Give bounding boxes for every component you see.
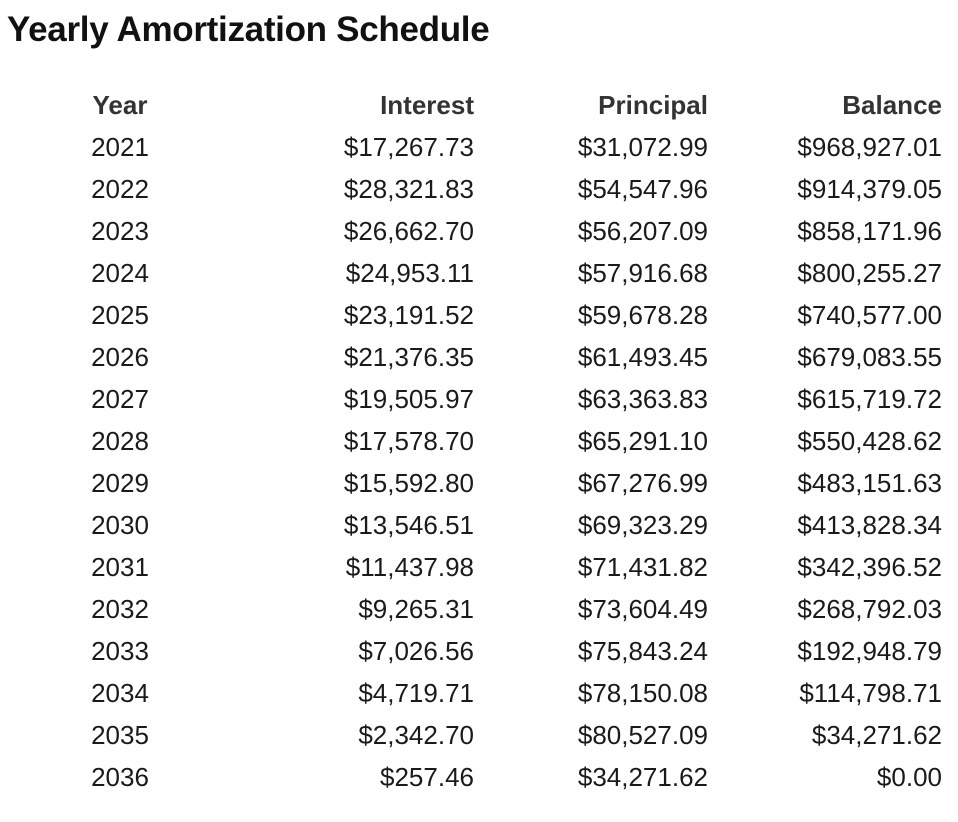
table-row: 2035 $2,342.70 $80,527.09 $34,271.62: [60, 714, 942, 756]
column-header-principal: Principal: [598, 90, 708, 120]
cell-principal: $31,072.99: [577, 132, 708, 162]
cell-interest: $11,437.98: [345, 552, 474, 582]
cell-year: 2025: [91, 300, 149, 330]
cell-principal: $34,271.62: [577, 762, 708, 792]
cell-year: 2033: [91, 636, 149, 666]
table-row: 2028 $17,578.70 $65,291.10 $550,428.62: [60, 420, 942, 462]
cell-interest: $2,342.70: [358, 720, 474, 750]
cell-year: 2023: [91, 216, 149, 246]
table-row: 2026 $21,376.35 $61,493.45 $679,083.55: [60, 336, 942, 378]
table-row: 2036 $257.46 $34,271.62 $0.00: [60, 756, 942, 798]
cell-interest: $28,321.83: [343, 174, 474, 204]
cell-interest: $24,953.11: [345, 258, 474, 288]
cell-interest: $7,026.56: [358, 636, 474, 666]
table-row: 2034 $4,719.71 $78,150.08 $114,798.71: [60, 672, 942, 714]
cell-principal: $69,323.29: [577, 510, 708, 540]
cell-balance: $858,171.96: [797, 216, 942, 246]
cell-interest: $17,578.70: [343, 426, 474, 456]
cell-balance: $192,948.79: [797, 636, 942, 666]
table-row: 2029 $15,592.80 $67,276.99 $483,151.63: [60, 462, 942, 504]
cell-year: 2035: [91, 720, 149, 750]
cell-interest: $23,191.52: [343, 300, 474, 330]
table-row: 2021 $17,267.73 $31,072.99 $968,927.01: [60, 126, 942, 168]
cell-year: 2026: [91, 342, 149, 372]
cell-interest: $9,265.31: [358, 594, 474, 624]
table-row: 2022 $28,321.83 $54,547.96 $914,379.05: [60, 168, 942, 210]
cell-principal: $61,493.45: [577, 342, 708, 372]
cell-balance: $679,083.55: [797, 342, 942, 372]
table-body: 2021 $17,267.73 $31,072.99 $968,927.01 2…: [60, 126, 942, 798]
cell-year: 2032: [91, 594, 149, 624]
cell-principal: $59,678.28: [577, 300, 708, 330]
cell-principal: $75,843.24: [577, 636, 708, 666]
cell-balance: $483,151.63: [797, 468, 942, 498]
cell-year: 2024: [91, 258, 149, 288]
cell-year: 2021: [91, 132, 149, 162]
cell-principal: $54,547.96: [577, 174, 708, 204]
cell-balance: $342,396.52: [797, 552, 942, 582]
table-row: 2025 $23,191.52 $59,678.28 $740,577.00: [60, 294, 942, 336]
cell-balance: $268,792.03: [797, 594, 942, 624]
cell-year: 2034: [91, 678, 149, 708]
cell-principal: $57,916.68: [577, 258, 708, 288]
cell-interest: $26,662.70: [343, 216, 474, 246]
cell-balance: $800,255.27: [797, 258, 942, 288]
table-row: 2027 $19,505.97 $63,363.83 $615,719.72: [60, 378, 942, 420]
table-row: 2033 $7,026.56 $75,843.24 $192,948.79: [60, 630, 942, 672]
cell-year: 2031: [91, 552, 149, 582]
cell-balance: $34,271.62: [811, 720, 942, 750]
amortization-table: Year Interest Principal Balance 2021 $17…: [60, 84, 942, 798]
cell-principal: $71,431.82: [577, 552, 708, 582]
cell-interest: $257.46: [380, 762, 474, 792]
cell-principal: $78,150.08: [577, 678, 708, 708]
column-header-interest: Interest: [380, 90, 474, 120]
cell-balance: $550,428.62: [797, 426, 942, 456]
cell-balance: $0.00: [876, 762, 942, 792]
cell-interest: $17,267.73: [343, 132, 474, 162]
cell-year: 2030: [91, 510, 149, 540]
cell-year: 2022: [91, 174, 149, 204]
cell-year: 2029: [91, 468, 149, 498]
table-row: 2024 $24,953.11 $57,916.68 $800,255.27: [60, 252, 942, 294]
cell-principal: $56,207.09: [577, 216, 708, 246]
cell-balance: $114,798.71: [799, 678, 942, 708]
cell-principal: $63,363.83: [577, 384, 708, 414]
page-title: Yearly Amortization Schedule: [7, 10, 490, 49]
cell-principal: $67,276.99: [577, 468, 708, 498]
cell-balance: $615,719.72: [797, 384, 942, 414]
cell-balance: $914,379.05: [797, 174, 942, 204]
cell-principal: $73,604.49: [577, 594, 708, 624]
table-row: 2032 $9,265.31 $73,604.49 $268,792.03: [60, 588, 942, 630]
header-row: Year Interest Principal Balance: [60, 84, 942, 126]
column-header-year: Year: [92, 90, 148, 120]
cell-balance: $413,828.34: [797, 510, 942, 540]
cell-year: 2027: [91, 384, 149, 414]
cell-interest: $19,505.97: [343, 384, 474, 414]
cell-interest: $15,592.80: [343, 468, 474, 498]
cell-interest: $4,719.71: [358, 678, 474, 708]
cell-interest: $21,376.35: [343, 342, 474, 372]
table-row: 2031 $11,437.98 $71,431.82 $342,396.52: [60, 546, 942, 588]
cell-year: 2028: [91, 426, 149, 456]
cell-interest: $13,546.51: [343, 510, 474, 540]
cell-principal: $80,527.09: [577, 720, 708, 750]
cell-principal: $65,291.10: [577, 426, 708, 456]
cell-balance: $740,577.00: [797, 300, 942, 330]
cell-year: 2036: [91, 762, 149, 792]
cell-balance: $968,927.01: [797, 132, 942, 162]
table-row: 2023 $26,662.70 $56,207.09 $858,171.96: [60, 210, 942, 252]
table-row: 2030 $13,546.51 $69,323.29 $413,828.34: [60, 504, 942, 546]
table-header: Year Interest Principal Balance: [60, 84, 942, 126]
column-header-balance: Balance: [842, 90, 942, 120]
